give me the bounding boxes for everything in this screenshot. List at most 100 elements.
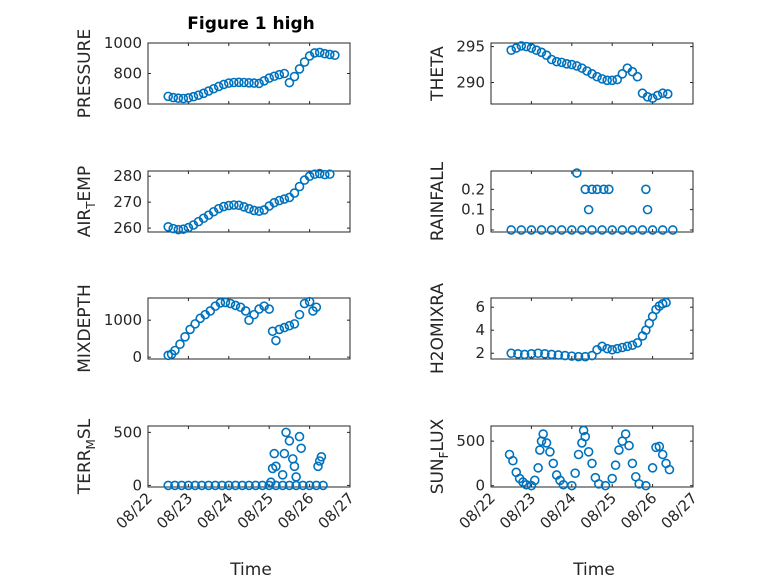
subplot-pressure: 600 800 1000 PRESSURE bbox=[75, 29, 351, 118]
data-point bbox=[269, 197, 280, 208]
y-tick-label: 4 bbox=[475, 321, 485, 339]
data-point bbox=[513, 349, 523, 359]
data-point bbox=[597, 74, 607, 84]
data-point bbox=[215, 298, 226, 308]
data-point bbox=[654, 441, 665, 452]
data-point bbox=[566, 225, 577, 235]
data-point bbox=[271, 461, 281, 472]
data-point bbox=[257, 480, 268, 491]
data-point bbox=[168, 223, 179, 234]
y-tick-label: 800 bbox=[113, 65, 142, 83]
data-point bbox=[607, 75, 618, 86]
data-point bbox=[598, 184, 609, 195]
data-point bbox=[657, 449, 668, 460]
data-point bbox=[198, 88, 209, 99]
data-point bbox=[316, 451, 327, 462]
data-point bbox=[535, 445, 545, 455]
data-point bbox=[529, 475, 540, 486]
data-point bbox=[661, 297, 671, 308]
data-point bbox=[318, 480, 328, 491]
data-point bbox=[298, 480, 308, 491]
data-point bbox=[526, 225, 537, 235]
data-point bbox=[592, 71, 602, 82]
data-point bbox=[551, 56, 562, 67]
data-point bbox=[556, 225, 567, 235]
data-point bbox=[508, 455, 518, 466]
data-point bbox=[577, 63, 587, 73]
y-tick-label: 0 bbox=[132, 348, 142, 366]
data-point bbox=[208, 83, 219, 94]
y-label-main: AIR bbox=[75, 209, 95, 238]
data-point bbox=[309, 169, 320, 179]
y-label-main: SUN bbox=[428, 458, 448, 494]
data-point bbox=[254, 78, 264, 89]
data-point bbox=[652, 90, 663, 101]
data-point bbox=[250, 480, 261, 491]
data-point bbox=[180, 332, 190, 342]
data-point bbox=[617, 342, 628, 353]
subplot-rainfall: 0 0.1 0.2 RAINFALL bbox=[428, 161, 694, 241]
y-axis-label: AIRTEMP bbox=[75, 166, 98, 237]
data-point bbox=[578, 425, 589, 436]
data-point bbox=[234, 77, 244, 88]
data-point bbox=[284, 77, 295, 88]
data-point bbox=[657, 225, 668, 235]
data-point bbox=[274, 324, 285, 335]
axes-frame bbox=[147, 425, 351, 488]
data-point bbox=[647, 225, 658, 235]
data-point bbox=[203, 86, 214, 96]
data-point bbox=[170, 480, 180, 491]
data-point bbox=[612, 74, 623, 85]
data-point bbox=[277, 480, 288, 491]
data-point bbox=[210, 480, 221, 491]
data-point bbox=[516, 225, 527, 235]
y-axis-label: RAINFALL bbox=[428, 161, 448, 241]
data-point bbox=[193, 90, 204, 100]
y-tick-label: 6 bbox=[475, 298, 485, 316]
data-point bbox=[634, 479, 644, 489]
data-point bbox=[553, 350, 564, 360]
data-point bbox=[610, 460, 621, 470]
y-axis-label: PRESSURE bbox=[75, 29, 95, 118]
data-point bbox=[239, 77, 249, 88]
data-point bbox=[602, 343, 612, 354]
series-markers bbox=[163, 168, 335, 235]
data-point bbox=[213, 81, 224, 92]
data-point bbox=[163, 91, 173, 102]
data-point bbox=[597, 225, 607, 235]
data-point bbox=[284, 480, 295, 491]
y-label-rest: LUX bbox=[428, 418, 448, 451]
y-tick-label: 0.2 bbox=[461, 180, 485, 198]
data-point bbox=[220, 297, 231, 308]
axes-frame bbox=[147, 170, 351, 233]
data-point bbox=[203, 480, 214, 491]
data-point bbox=[624, 440, 634, 451]
data-point bbox=[546, 349, 557, 360]
data-point bbox=[299, 57, 310, 67]
data-point bbox=[319, 169, 330, 180]
data-point bbox=[548, 458, 559, 469]
data-point bbox=[281, 427, 291, 438]
y-label-rest: SL bbox=[75, 418, 95, 439]
series-markers bbox=[506, 297, 671, 362]
data-point bbox=[289, 188, 300, 198]
data-point bbox=[178, 224, 189, 234]
data-point bbox=[556, 57, 567, 68]
data-point bbox=[254, 304, 264, 314]
data-point bbox=[617, 69, 628, 79]
data-point bbox=[239, 202, 249, 212]
data-point bbox=[627, 458, 638, 469]
data-point bbox=[583, 204, 594, 215]
data-point bbox=[587, 184, 597, 195]
data-point bbox=[213, 203, 224, 214]
y-tick-label: 500 bbox=[113, 423, 142, 441]
y-axis-label: SUNFLUX bbox=[428, 418, 451, 494]
data-point bbox=[237, 480, 248, 491]
data-point bbox=[244, 203, 254, 214]
subplot-theta: 290 295 THETA bbox=[428, 38, 694, 105]
data-point bbox=[294, 431, 305, 442]
data-point bbox=[526, 43, 537, 53]
data-point bbox=[627, 340, 638, 350]
data-point bbox=[274, 69, 285, 80]
